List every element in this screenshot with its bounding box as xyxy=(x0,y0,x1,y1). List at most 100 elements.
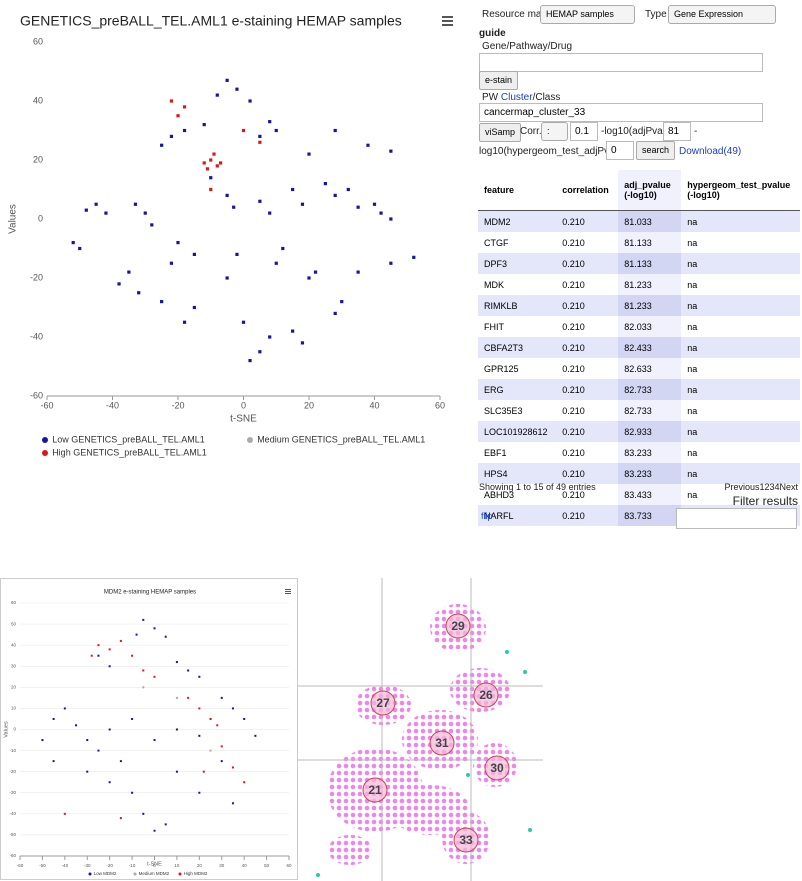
column-header[interactable]: correlation xyxy=(556,170,619,211)
legend-label: High MDM2 xyxy=(184,871,208,876)
point xyxy=(209,717,212,720)
point xyxy=(212,152,216,156)
visamp-button[interactable]: viSamp xyxy=(479,123,522,142)
cluster-input[interactable] xyxy=(479,103,763,122)
legend-label: High GENETICS_preBALL_TEL.AML1 xyxy=(52,447,207,457)
results-table: feature correlation adj_pvalue (-log10) hyp… xyxy=(478,170,800,526)
point xyxy=(389,217,393,221)
point xyxy=(119,817,122,820)
estain-button[interactable]: e-stain xyxy=(479,71,519,90)
table-cell: 82.433 xyxy=(618,337,682,358)
cluster-link[interactable]: Cluster xyxy=(500,92,533,103)
point xyxy=(209,176,213,180)
point xyxy=(119,639,122,642)
flip-link[interactable]: flip xyxy=(481,511,493,521)
table-row: CTGF 0.210 81.133 na xyxy=(478,232,800,253)
table-cell: MDM2 xyxy=(478,210,557,232)
pager[interactable]: Previous1234Next xyxy=(724,482,798,492)
point xyxy=(225,78,229,82)
table-cell: 81.033 xyxy=(618,210,682,232)
gene-input[interactable] xyxy=(479,53,763,72)
point xyxy=(389,261,393,265)
x-axis-label: t-SNE xyxy=(147,861,162,867)
cluster-label: 21 xyxy=(368,783,382,797)
table-row: LOC101928612 0.210 82.933 na xyxy=(478,421,800,442)
point xyxy=(209,749,212,752)
legend-marker xyxy=(178,872,182,876)
column-header[interactable]: feature xyxy=(478,170,557,211)
x-tick-label: 20 xyxy=(304,400,314,410)
x-tick-label: 50 xyxy=(264,863,270,868)
table-cell: 81.233 xyxy=(618,295,682,316)
menu-icon[interactable] xyxy=(285,589,291,594)
table-cell: na xyxy=(681,337,800,358)
table-cell: RIMKLB xyxy=(478,295,557,316)
hyper-input[interactable] xyxy=(606,141,634,160)
menu-icon[interactable] xyxy=(442,16,453,26)
table-cell: 82.933 xyxy=(618,421,682,442)
cluster-label: 29 xyxy=(451,619,465,633)
point xyxy=(291,329,295,333)
point xyxy=(86,770,89,773)
table-cell: DPF3 xyxy=(478,253,557,274)
y-tick-label: -50 xyxy=(9,832,16,837)
point xyxy=(131,717,134,720)
corr-select[interactable]: : xyxy=(541,122,568,141)
point xyxy=(220,696,223,699)
y-axis-label: Values xyxy=(3,721,9,738)
table-cell: 82.633 xyxy=(618,358,682,379)
table-row: FHIT 0.210 82.033 na xyxy=(478,316,800,337)
table-cell: 0.210 xyxy=(556,295,619,316)
point xyxy=(131,654,134,657)
type-select[interactable]: Gene Expression xyxy=(668,5,776,24)
point xyxy=(307,152,311,156)
point xyxy=(41,739,44,742)
point xyxy=(192,252,196,256)
x-tick-label: 60 xyxy=(286,863,292,868)
point xyxy=(323,182,327,186)
point xyxy=(117,282,121,286)
label: PW Cluster/Class xyxy=(482,92,560,103)
table-row: MDM2 0.210 81.033 na xyxy=(478,210,800,232)
resource-select[interactable]: HEMAP samples xyxy=(540,5,635,24)
point xyxy=(243,717,246,720)
table-cell: 83.433 xyxy=(618,484,682,505)
point xyxy=(241,320,246,324)
y-tick-label: -60 xyxy=(30,390,43,400)
corr-input[interactable] xyxy=(570,122,598,141)
table-row: ERG 0.210 82.733 na xyxy=(478,379,800,400)
point xyxy=(300,341,305,345)
point xyxy=(340,300,344,304)
point xyxy=(225,193,229,197)
table-row: ABHD3 0.210 83.433 na xyxy=(478,484,800,505)
point xyxy=(169,134,174,138)
table-cell: na xyxy=(681,253,800,274)
point xyxy=(356,205,360,209)
legend-marker xyxy=(133,872,137,876)
search-button[interactable]: search xyxy=(636,141,676,160)
point xyxy=(333,128,337,133)
x-tick-label: -60 xyxy=(40,400,53,410)
point xyxy=(254,734,257,737)
table-cell: 83.733 xyxy=(618,505,682,526)
filter-input[interactable] xyxy=(676,508,797,529)
point xyxy=(274,128,278,133)
y-tick-label: 50 xyxy=(11,621,17,626)
download-link[interactable]: Download(49) xyxy=(679,146,742,157)
adj-input[interactable] xyxy=(663,122,691,141)
point xyxy=(94,202,98,206)
column-header[interactable]: hypergeom_test_pvalue (-log10) xyxy=(681,170,800,211)
table-cell: 0.210 xyxy=(556,210,619,232)
label: -log10(adjPval) xyxy=(601,126,669,137)
x-tick-label: 40 xyxy=(242,863,248,868)
y-tick-label: 40 xyxy=(11,642,17,647)
point xyxy=(97,644,100,647)
legend-marker xyxy=(42,437,48,443)
point xyxy=(258,199,262,203)
point xyxy=(150,223,154,227)
column-header[interactable]: adj_pvalue (-log10) xyxy=(618,170,682,211)
table-cell: 0.210 xyxy=(562,447,585,458)
table-cell: na xyxy=(681,210,800,232)
x-tick-label: -40 xyxy=(62,863,69,868)
